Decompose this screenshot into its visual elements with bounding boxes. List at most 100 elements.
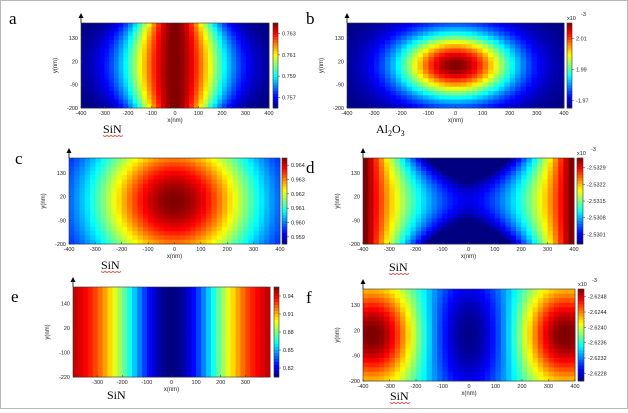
- heatmap-cell: [505, 227, 511, 232]
- heatmap-cell: [107, 328, 112, 333]
- heatmap-cell: [227, 66, 232, 71]
- heatmap-cell: [432, 367, 438, 372]
- heatmap-cell: [112, 296, 117, 301]
- heatmap-cell: [176, 301, 181, 306]
- heatmap-cell: [480, 317, 486, 322]
- heatmap-cell: [255, 95, 260, 100]
- heatmap-cell: [428, 100, 434, 105]
- heatmap-cell: [495, 235, 501, 240]
- heatmap-cell: [90, 87, 95, 92]
- x-tick-label: 0: [454, 111, 457, 117]
- heatmap-cell: [542, 100, 548, 105]
- heatmap-cell: [490, 175, 496, 180]
- heatmap-cell: [400, 353, 406, 358]
- heatmap-cell: [264, 210, 270, 215]
- heatmap-cell: [161, 23, 166, 28]
- heatmap-cell: [189, 61, 194, 66]
- heatmap-cell: [255, 319, 260, 324]
- heatmap-cell: [213, 74, 218, 79]
- heatmap-cell: [427, 321, 433, 326]
- heatmap-e: [73, 287, 270, 377]
- heatmap-cell: [368, 317, 374, 322]
- heatmap-cell: [434, 32, 440, 37]
- heatmap-cell: [510, 61, 516, 66]
- heatmap-cell: [127, 373, 132, 378]
- heatmap-cell: [390, 294, 396, 299]
- heatmap-cell: [255, 310, 260, 315]
- heatmap-cell: [106, 231, 112, 236]
- heatmap-cell: [458, 353, 464, 358]
- heatmap-cell: [226, 364, 231, 369]
- heatmap-cell: [407, 44, 413, 49]
- heatmap-cell: [526, 78, 532, 83]
- heatmap-cell: [389, 158, 395, 163]
- heatmap-cell: [458, 344, 464, 349]
- heatmap-cell: [527, 231, 533, 236]
- heatmap-cell: [221, 305, 226, 310]
- heatmap-cell: [542, 70, 548, 75]
- heatmap-cell: [542, 223, 548, 228]
- colorbar-swatch: [577, 169, 583, 172]
- heatmap-cell: [553, 235, 559, 240]
- heatmap-cell: [495, 231, 501, 236]
- heatmap-cell: [517, 312, 523, 317]
- heatmap-cell: [95, 171, 101, 176]
- heatmap-cell: [405, 184, 411, 189]
- heatmap-cell: [80, 192, 86, 197]
- heatmap-cell: [499, 87, 505, 92]
- heatmap-cell: [217, 240, 223, 245]
- heatmap-cell: [432, 353, 438, 358]
- heatmap-cell: [469, 180, 475, 185]
- heatmap-cell: [166, 66, 171, 71]
- heatmap-cell: [548, 218, 554, 223]
- heatmap-cell: [474, 289, 480, 294]
- heatmap-cell: [461, 40, 467, 45]
- heatmap-cell: [490, 312, 496, 317]
- colorbar-swatch: [567, 94, 572, 97]
- heatmap-cell: [421, 312, 427, 317]
- heatmap-cell: [374, 358, 380, 363]
- heatmap-cell: [86, 87, 91, 92]
- heatmap-cell: [563, 188, 569, 193]
- heatmap-cell: [347, 40, 353, 45]
- heatmap-cell: [501, 303, 507, 308]
- heatmap-cell: [227, 201, 233, 206]
- heatmap-cell: [148, 184, 154, 189]
- heatmap-cell: [194, 57, 199, 62]
- heatmap-cell: [255, 350, 260, 355]
- heatmap-cell: [466, 23, 472, 28]
- heatmap-cell: [423, 91, 429, 96]
- heatmap-cell: [368, 235, 374, 240]
- heatmap-cell: [453, 235, 459, 240]
- heatmap-cell: [213, 32, 218, 37]
- heatmap-cell: [400, 218, 406, 223]
- heatmap-cell: [477, 23, 483, 28]
- heatmap-cell: [384, 303, 390, 308]
- heatmap-cell: [259, 218, 265, 223]
- heatmap-cell: [236, 296, 241, 301]
- colorbar-swatch: [273, 57, 278, 60]
- heatmap-cell: [100, 32, 105, 37]
- heatmap-cell: [90, 240, 96, 245]
- heatmap-cell: [116, 197, 122, 202]
- heatmap-cell: [185, 235, 191, 240]
- heatmap-cell: [537, 235, 543, 240]
- heatmap-cell: [439, 32, 445, 37]
- heatmap-cell: [117, 350, 122, 355]
- heatmap-cell: [101, 158, 107, 163]
- heatmap-cell: [407, 78, 413, 83]
- heatmap-cell: [73, 301, 78, 306]
- heatmap-cell: [517, 326, 523, 331]
- heatmap-cell: [548, 44, 554, 49]
- heatmap-cell: [264, 235, 270, 240]
- heatmap-cell: [469, 303, 475, 308]
- heatmap-cell: [248, 223, 254, 228]
- heatmap-cell: [78, 310, 83, 315]
- heatmap-cell: [448, 321, 454, 326]
- heatmap-cell: [156, 32, 161, 37]
- heatmap-cell: [400, 201, 406, 206]
- heatmap-cell: [201, 167, 207, 172]
- heatmap-cell: [407, 66, 413, 71]
- heatmap-cell: [248, 205, 254, 210]
- heatmap-cell: [501, 376, 507, 381]
